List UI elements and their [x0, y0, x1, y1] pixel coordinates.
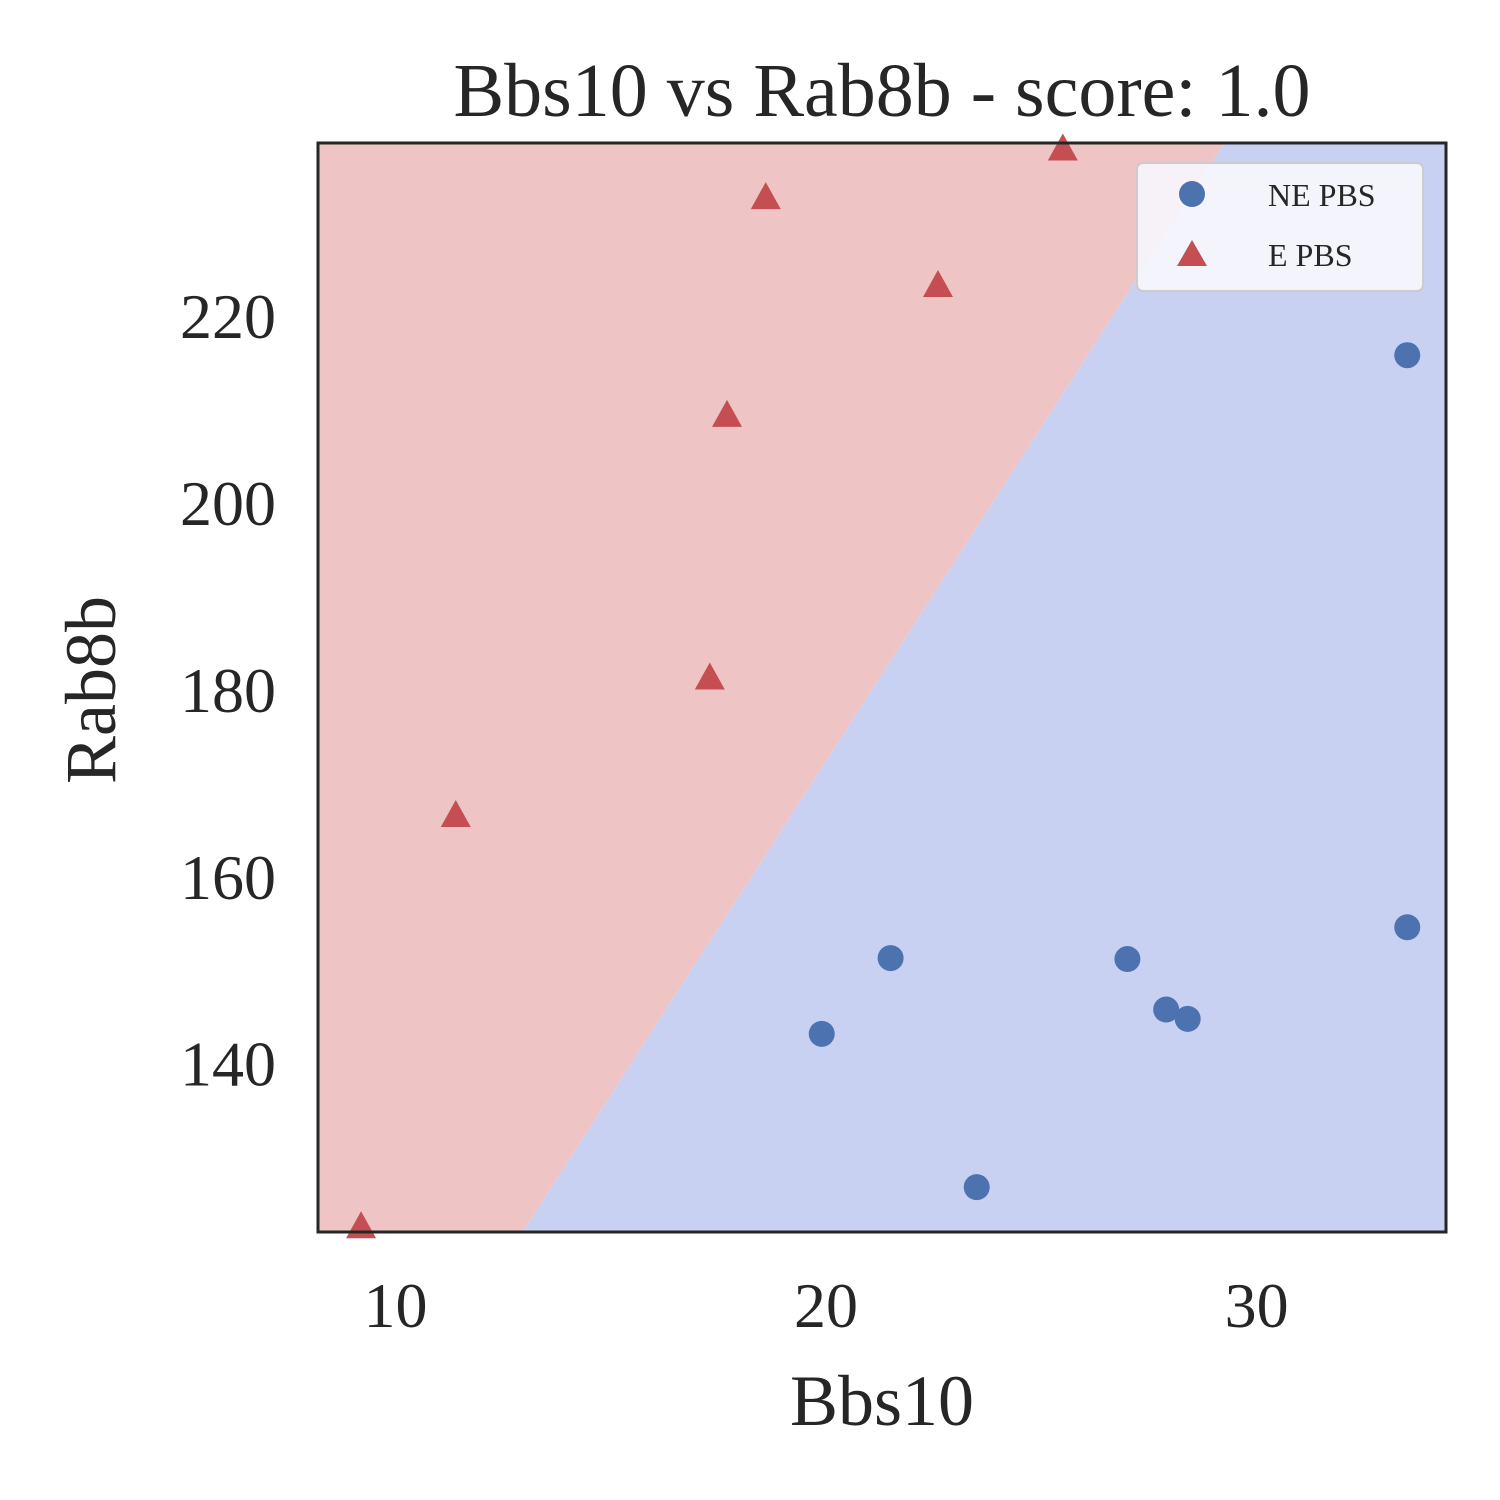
x-tick-label: 30 [1225, 1270, 1289, 1341]
e-pbs-point-5 [750, 182, 781, 210]
y-axis-label: Rab8b [51, 596, 131, 784]
y-tick-label: 200 [180, 468, 276, 539]
legend-e-pbs-label: E PBS [1268, 237, 1352, 273]
x-axis-label: Bbs10 [790, 1361, 974, 1441]
e-pbs-point-7 [1047, 133, 1078, 161]
x-tick-label: 20 [794, 1270, 858, 1341]
plot-background [318, 143, 1446, 1232]
y-axis-ticks: 140 160 180 200 220 [180, 281, 276, 1100]
e-pbs-point-3 [694, 662, 725, 690]
legend-ne-pbs-label: NE PBS [1268, 177, 1376, 213]
e-pbs-point-2 [440, 799, 471, 827]
ne-pbs-point-3 [963, 1174, 990, 1201]
x-axis-ticks: 10 20 30 [363, 1270, 1288, 1341]
x-tick-label: 10 [363, 1270, 427, 1341]
e-pbs-point-6 [922, 269, 953, 297]
decision-region-ne-pbs [522, 143, 1446, 1232]
legend-ne-pbs-marker [1179, 181, 1205, 207]
ne-pbs-point-2 [877, 945, 904, 972]
y-tick-label: 180 [180, 655, 276, 726]
chart-title: Bbs10 vs Rab8b - score: 1.0 [453, 49, 1310, 133]
legend-box [1136, 162, 1424, 292]
ne-pbs-point-5 [1153, 996, 1180, 1023]
plot-frame [316, 141, 1448, 1234]
legend-e-pbs-marker [1177, 240, 1207, 266]
ne-pbs-point-7 [1394, 914, 1421, 941]
ne-pbs-point-1 [808, 1020, 835, 1047]
data-points [346, 133, 1421, 1239]
e-pbs-point-4 [712, 399, 743, 427]
ne-pbs-point-8 [1394, 342, 1421, 369]
y-tick-label: 140 [180, 1029, 276, 1100]
legend: NE PBS E PBS [1136, 162, 1424, 292]
ne-pbs-point-4 [1114, 946, 1141, 973]
y-tick-label: 160 [180, 842, 276, 913]
decision-region-e-pbs [318, 143, 1225, 1232]
y-tick-label: 220 [180, 281, 276, 352]
ne-pbs-point-6 [1174, 1005, 1201, 1032]
